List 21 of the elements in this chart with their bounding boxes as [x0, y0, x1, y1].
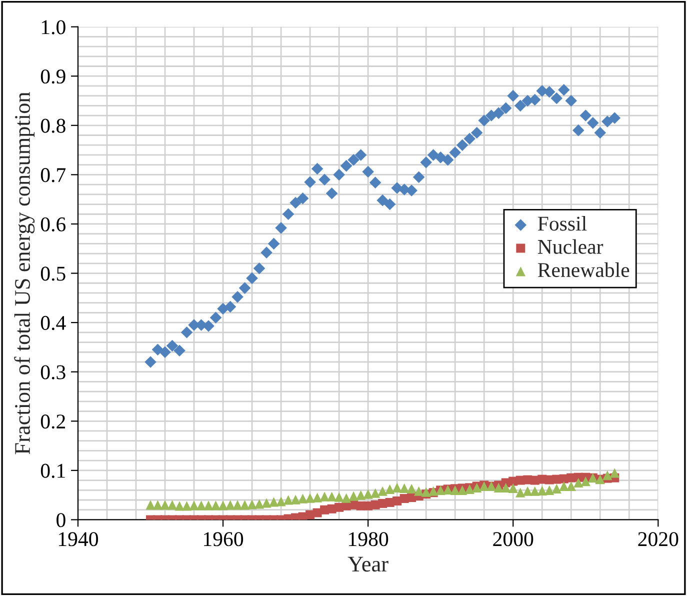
y-tick-label: 0.9: [40, 69, 66, 84]
x-tick-label: 2000: [493, 532, 534, 546]
legend-label: Renewable: [538, 262, 630, 278]
x-axis-title: Year: [348, 556, 388, 572]
y-tick-label: 0.1: [40, 464, 65, 478]
y-tick-label: 0.8: [40, 118, 66, 133]
y-tick-label: 0.2: [40, 414, 66, 429]
legend-label: Fossil: [538, 216, 587, 231]
x-tick-label: 1980: [349, 532, 388, 546]
y-tick-label: 0.3: [40, 365, 66, 380]
y-tick-label: 0.6: [40, 217, 66, 232]
x-tick-label: 2020: [638, 532, 678, 546]
y-tick-label: 0.7: [40, 168, 66, 182]
y-tick-label: 0: [56, 513, 66, 528]
y-tick-label: 0.4: [40, 316, 66, 330]
y-tick-label: 1.0: [42, 20, 66, 34]
x-tick-label: 1940: [58, 532, 98, 546]
y-axis-title: Fraction of total US energy consumption: [14, 92, 35, 454]
y-tick-label: 0.5: [40, 266, 66, 281]
x-tick-label: 1960: [204, 532, 244, 546]
legend-label: Nuclear: [538, 239, 604, 254]
